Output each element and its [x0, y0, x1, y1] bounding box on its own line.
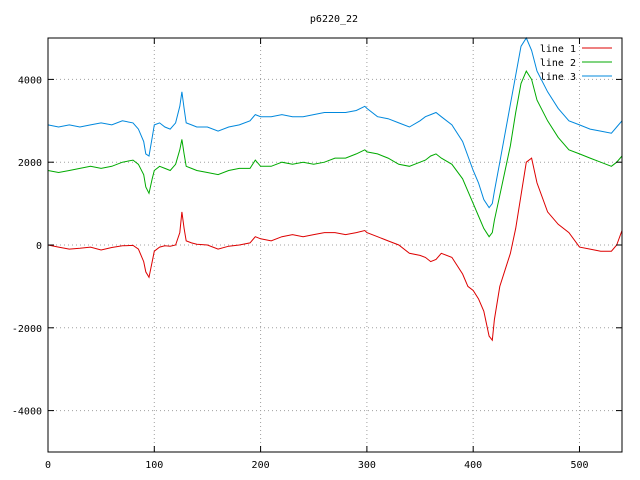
y-tick-label: 4000 [18, 75, 42, 86]
series-group [47, 36, 623, 342]
y-tick-label: -4000 [12, 407, 42, 418]
legend-label: line 1 [540, 44, 576, 55]
axes: 0 100 200 300 400 500 -4000 -2000 0 2000 4000 [12, 37, 623, 471]
x-tick-label: 0 [45, 460, 51, 471]
series-line-1 [47, 157, 623, 342]
series-line-2 [47, 70, 623, 238]
x-tick-label: 100 [145, 460, 163, 471]
legend-label: line 3 [540, 72, 576, 83]
x-tick-label: 300 [358, 460, 376, 471]
grid [48, 38, 622, 452]
y-tick-label: 0 [36, 241, 42, 252]
plot-frame [47, 37, 623, 453]
x-tick-label: 500 [570, 460, 588, 471]
chart-title: p6220_22 [310, 14, 358, 25]
x-tick-label: 400 [464, 460, 482, 471]
legend: line 1 line 2 line 3 [540, 44, 612, 83]
legend-label: line 2 [540, 58, 576, 69]
series-line-3 [47, 36, 623, 209]
y-tick-label: 2000 [18, 158, 42, 169]
y-tick-label: -2000 [12, 324, 42, 335]
x-tick-label: 200 [252, 460, 270, 471]
